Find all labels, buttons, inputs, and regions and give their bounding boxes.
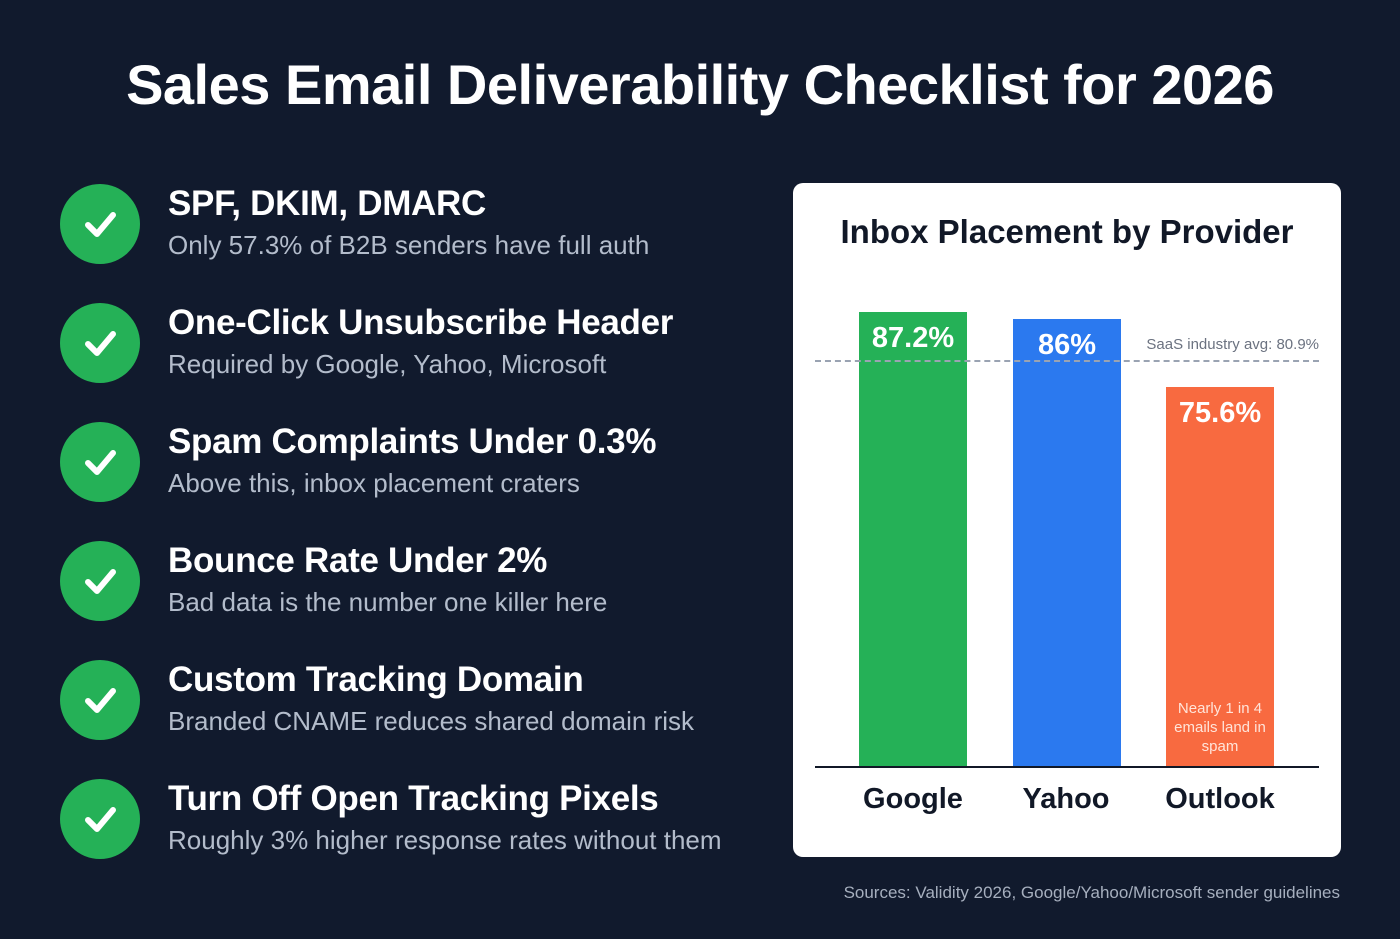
check-circle-icon bbox=[60, 660, 140, 740]
checklist-item: Spam Complaints Under 0.3% Above this, i… bbox=[58, 420, 788, 520]
bar-google: 87.2% bbox=[859, 312, 967, 766]
check-circle-icon bbox=[60, 422, 140, 502]
x-label-outlook: Outlook bbox=[1165, 783, 1275, 815]
checklist-item: Custom Tracking Domain Branded CNAME red… bbox=[58, 658, 788, 758]
checklist-item-subtitle: Branded CNAME reduces shared domain risk bbox=[168, 706, 695, 736]
sources-footnote: Sources: Validity 2026, Google/Yahoo/Mic… bbox=[843, 883, 1340, 902]
checklist-item-subtitle: Roughly 3% higher response rates without… bbox=[168, 825, 722, 855]
check-circle-icon bbox=[60, 541, 140, 621]
bar-yahoo: 86% bbox=[1013, 319, 1121, 766]
check-circle-icon bbox=[60, 779, 140, 859]
bar-value-label: 86% bbox=[1037, 329, 1097, 361]
checklist-item: Turn Off Open Tracking Pixels Roughly 3%… bbox=[58, 777, 788, 877]
chart-title: Inbox Placement by Provider bbox=[840, 213, 1294, 250]
x-axis-line bbox=[815, 766, 1319, 768]
checklist-item-subtitle: Only 57.3% of B2B senders have full auth bbox=[168, 230, 650, 260]
checklist-item: SPF, DKIM, DMARC Only 57.3% of B2B sende… bbox=[58, 182, 788, 282]
x-label-yahoo: Yahoo bbox=[1022, 783, 1110, 815]
check-circle-icon bbox=[60, 184, 140, 264]
checklist-item-title: Custom Tracking Domain bbox=[168, 660, 584, 699]
average-label: SaaS industry avg: 80.9% bbox=[1142, 336, 1319, 353]
x-label-google: Google bbox=[863, 783, 963, 815]
checklist-item-subtitle: Bad data is the number one killer here bbox=[168, 587, 608, 617]
checklist-item-title: Spam Complaints Under 0.3% bbox=[168, 422, 657, 461]
bar-outlook: 75.6% Nearly 1 in 4 emails land in spam bbox=[1166, 387, 1274, 766]
chart-card: Inbox Placement by Provider 87.2% 86% 75… bbox=[793, 183, 1341, 857]
average-reference-line bbox=[815, 360, 1319, 362]
page-title: Sales Email Deliverability Checklist for… bbox=[126, 53, 1274, 116]
check-circle-icon bbox=[60, 303, 140, 383]
checklist-item-subtitle: Above this, inbox placement craters bbox=[168, 468, 580, 498]
checklist-item-title: SPF, DKIM, DMARC bbox=[168, 184, 486, 223]
bar-value-label: 87.2% bbox=[871, 322, 955, 354]
checklist-item-subtitle: Required by Google, Yahoo, Microsoft bbox=[168, 349, 607, 379]
checklist-item: One-Click Unsubscribe Header Required by… bbox=[58, 301, 788, 401]
checklist-item-title: Bounce Rate Under 2% bbox=[168, 541, 548, 580]
checklist-item-title: One-Click Unsubscribe Header bbox=[168, 303, 674, 342]
bar-annotation: Nearly 1 in 4 emails land in spam bbox=[1174, 700, 1266, 755]
bar-chart: 87.2% 86% 75.6% Nearly 1 in 4 emails lan… bbox=[815, 283, 1319, 768]
checklist-item: Bounce Rate Under 2% Bad data is the num… bbox=[58, 539, 788, 639]
bar-value-label: 75.6% bbox=[1178, 397, 1262, 429]
checklist-item-title: Turn Off Open Tracking Pixels bbox=[168, 779, 659, 818]
